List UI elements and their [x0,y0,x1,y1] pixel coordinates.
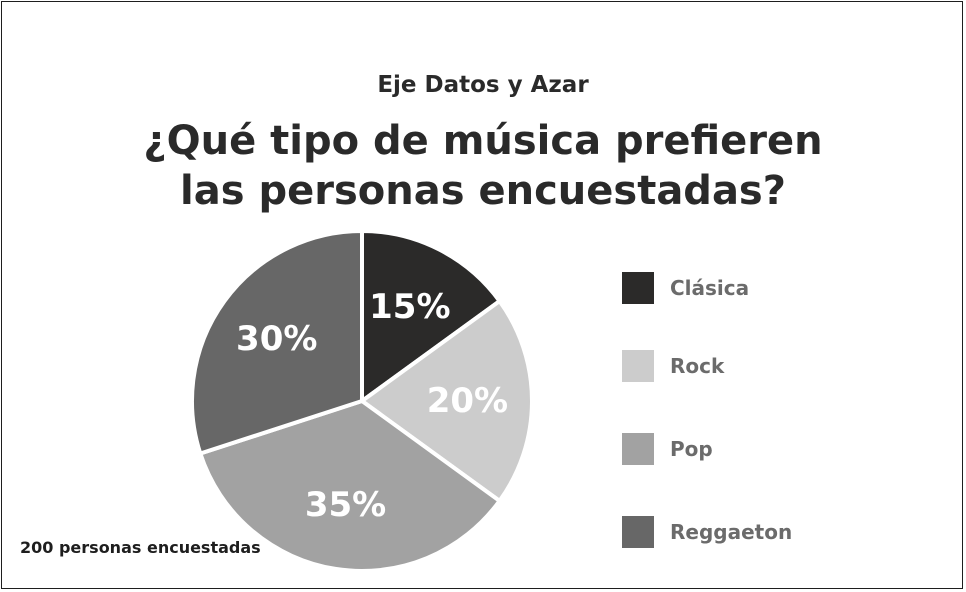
chart-title-line-1: ¿Qué tipo de música prefieren [143,118,823,164]
pie-label-rock: 20% [427,381,508,421]
legend-label-reggaeton: Reggaeton [670,520,793,544]
chart-subtitle: Eje Datos y Azar [377,72,589,98]
legend-swatch-clasica [622,272,654,304]
chart-title: ¿Qué tipo de música prefieren las person… [0,116,966,216]
sample-size-note: 200 personas encuestadas [20,538,261,557]
pie-label-clasica: 15% [369,287,450,327]
legend-swatch-rock [622,350,654,382]
pie-slice-pop [198,399,502,573]
legend-label-pop: Pop [670,437,713,461]
legend-swatch-reggaeton [622,516,654,548]
pie-label-pop: 35% [305,485,386,525]
legend-swatch-pop [622,433,654,465]
chart-title-line-2: las personas encuestadas? [180,168,786,214]
pie-slice-rock [360,299,534,503]
pie-slice-clasica [360,229,502,403]
pie-label-reggaeton: 30% [236,319,317,359]
pie-slice-reggaeton [190,229,364,456]
legend-label-clasica: Clásica [670,276,750,300]
legend-label-rock: Rock [670,354,725,378]
